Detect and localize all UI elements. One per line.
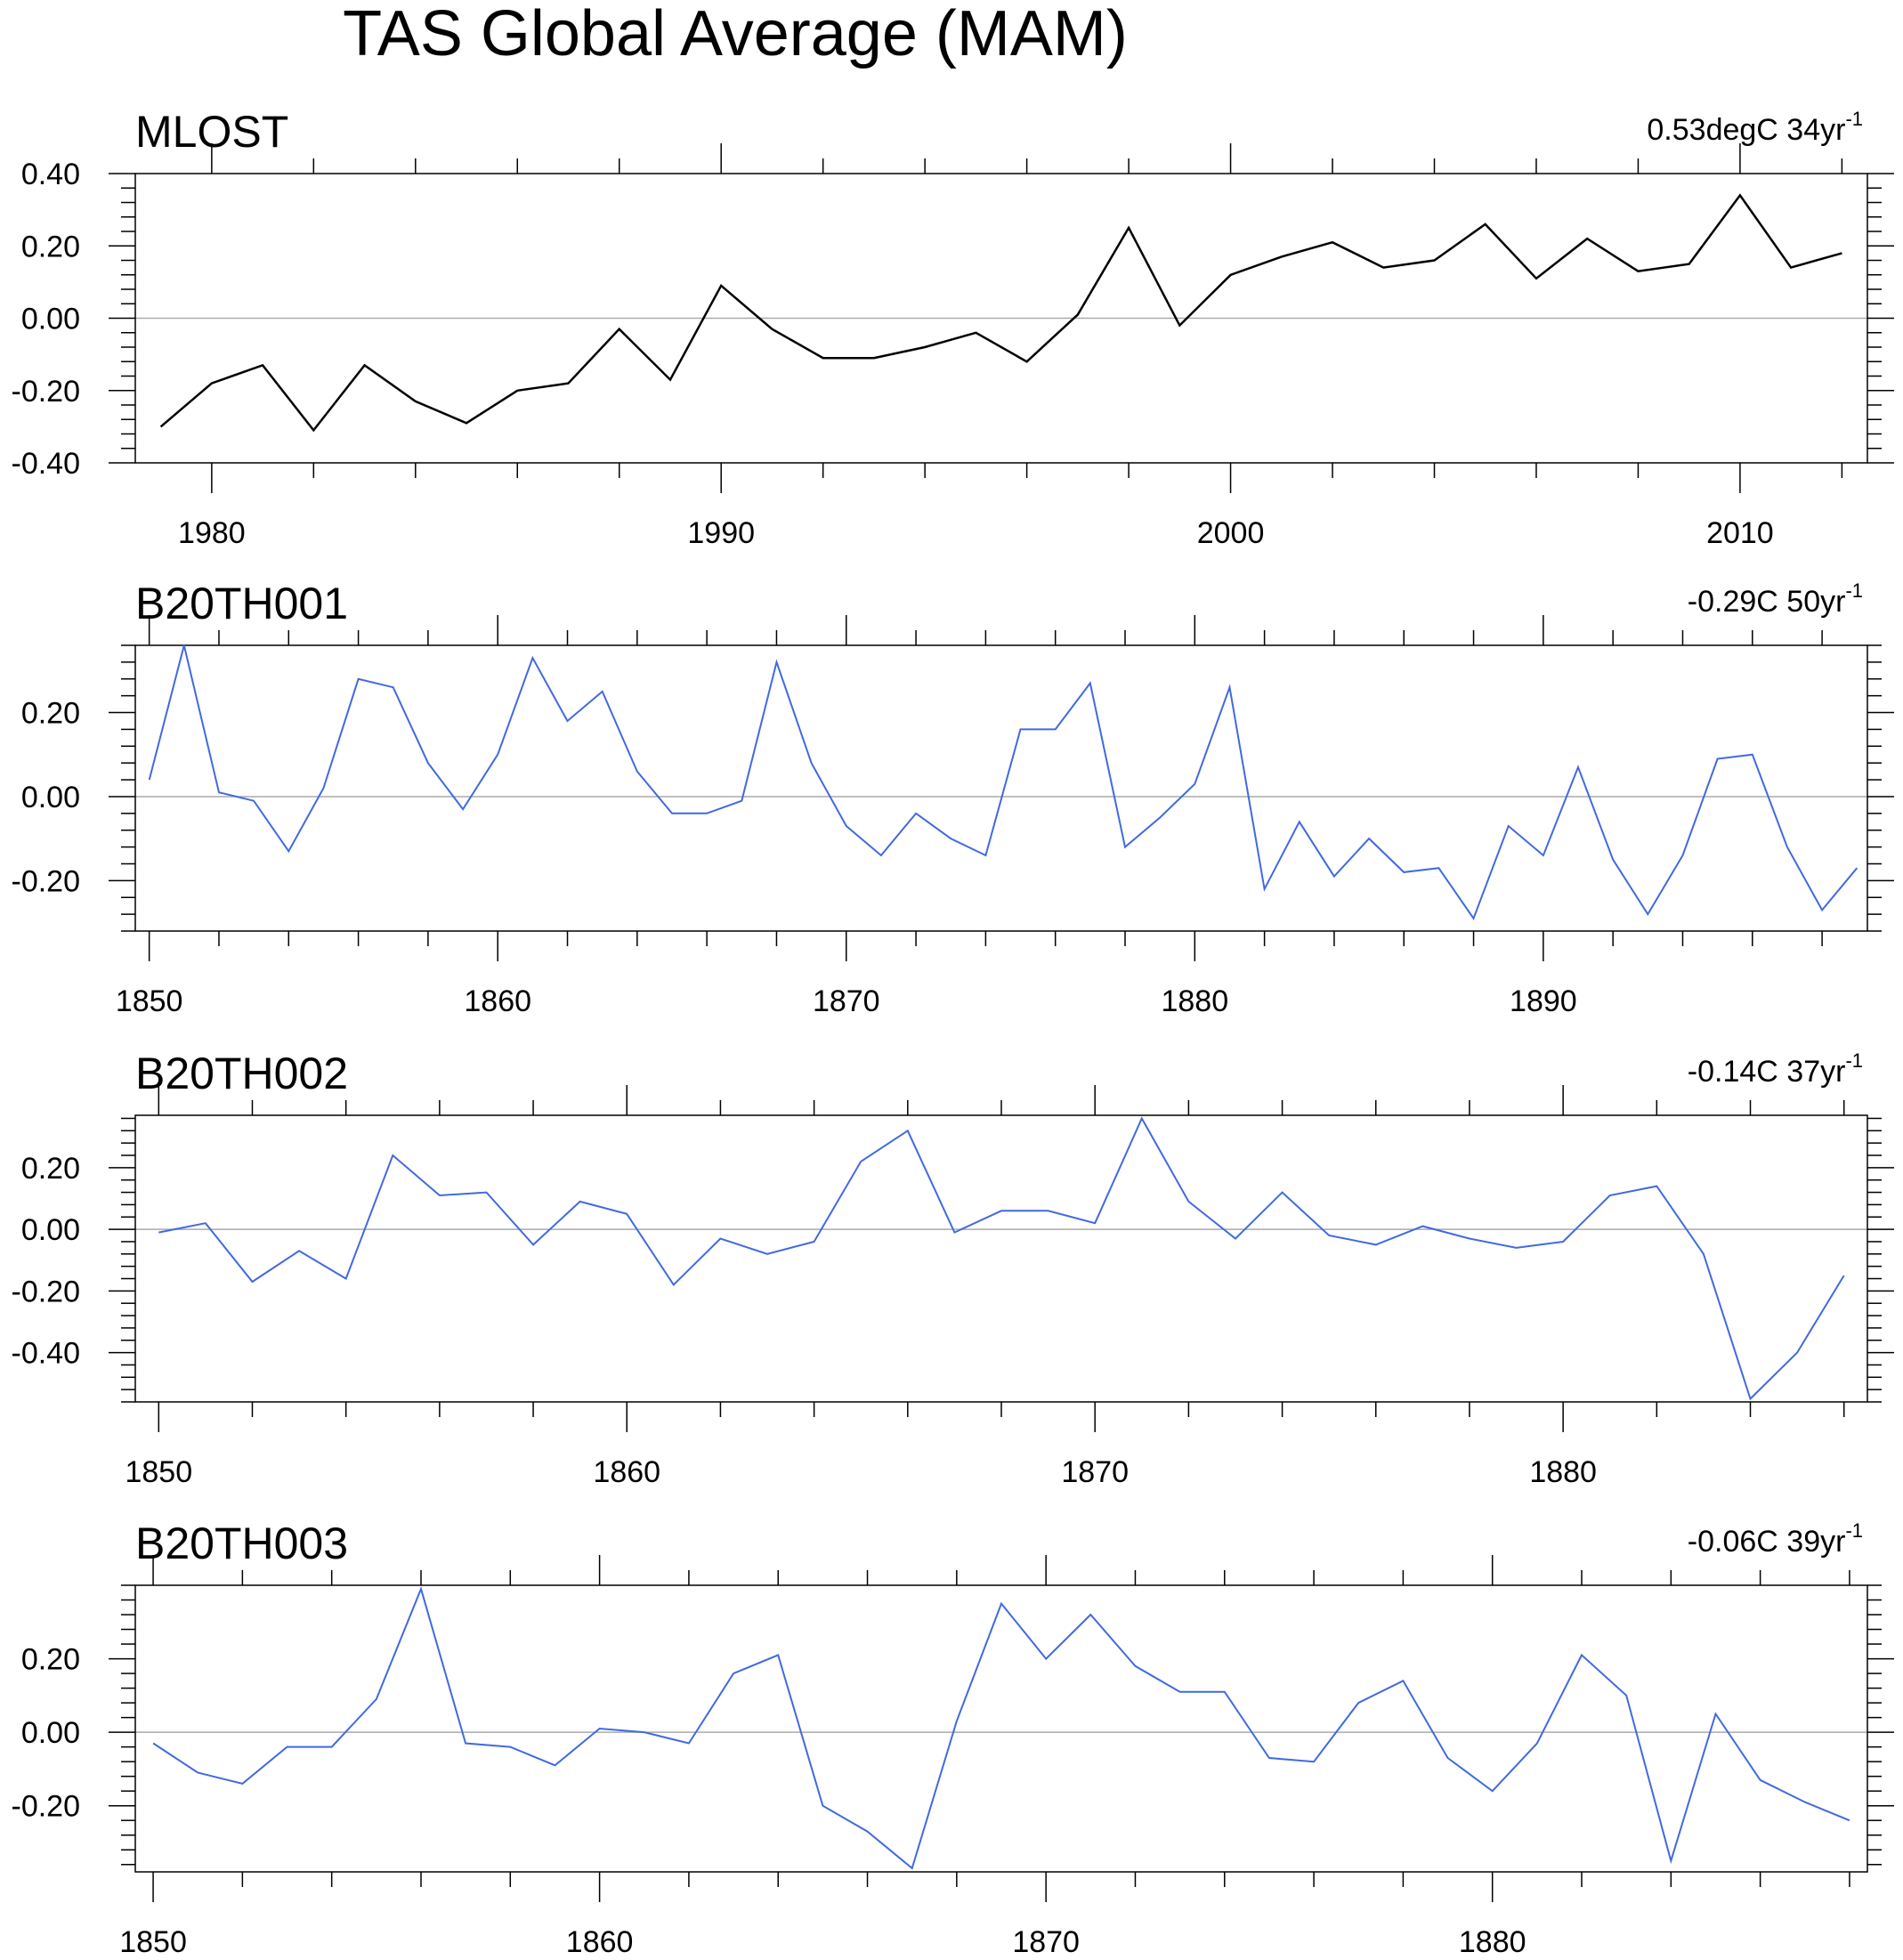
- y-tick-label: -0.20: [12, 1790, 81, 1824]
- panel-b20th003: B20TH003 -0.06C 39yr-1 1850 1860 1870 1880 -0.…: [12, 1519, 1894, 1959]
- y-tick-label: 0.00: [21, 1213, 80, 1247]
- y-tick-label: 0.00: [21, 303, 80, 336]
- x-tick-label: 1990: [687, 516, 755, 550]
- series-line: [159, 193, 1842, 433]
- trend-label: -0.29C 50yr-1: [1688, 579, 1863, 619]
- x-tick-label: 1980: [178, 516, 246, 550]
- trend-value: -0.14C 37yr: [1688, 1055, 1846, 1089]
- series-line: [152, 1586, 1850, 1870]
- trend-value: -0.06C 39yr: [1688, 1525, 1846, 1559]
- trend-exponent: -1: [1845, 1519, 1863, 1542]
- y-tick-label: 0.40: [21, 158, 80, 191]
- trend-label: -0.06C 39yr-1: [1688, 1519, 1863, 1559]
- panel-title: B20TH002: [135, 1049, 348, 1098]
- x-tick-label: 1890: [1510, 984, 1577, 1018]
- x-tick-label: 1860: [593, 1455, 660, 1489]
- series-line: [148, 644, 1858, 920]
- y-tick-label: -0.40: [12, 1337, 81, 1371]
- x-tick-label: 1880: [1529, 1455, 1597, 1489]
- y-tick-label: -0.20: [12, 375, 81, 409]
- y-tick-label: -0.40: [12, 447, 81, 481]
- x-tick-label: 1850: [125, 1455, 192, 1489]
- series-line: [158, 1116, 1845, 1401]
- x-tick-label: 1850: [119, 1925, 187, 1956]
- x-tick-label: 2010: [1706, 516, 1774, 550]
- y-tick-label: 0.00: [21, 781, 80, 814]
- trend-exponent: -1: [1845, 579, 1863, 602]
- y-tick-label: 0.20: [21, 697, 80, 731]
- x-tick-label: 1870: [1061, 1455, 1129, 1489]
- x-tick-label: 1860: [464, 984, 531, 1018]
- plot-frame: [134, 644, 1868, 932]
- figure-title: TAS Global Average (MAM): [343, 0, 1128, 69]
- panel-title: B20TH003: [135, 1519, 348, 1568]
- trend-label: 0.53degC 34yr-1: [1647, 108, 1863, 147]
- trend-value: 0.53degC 34yr: [1647, 113, 1845, 147]
- y-tick-label: -0.20: [12, 864, 81, 898]
- x-tick-label: 2000: [1197, 516, 1265, 550]
- y-tick-label: -0.20: [12, 1275, 81, 1308]
- x-tick-label: 1880: [1161, 984, 1228, 1018]
- y-tick-label: 0.20: [21, 230, 80, 263]
- y-tick-label: 0.20: [21, 1152, 80, 1186]
- plot-frame: [134, 1584, 1868, 1873]
- x-tick-label: 1870: [1012, 1925, 1080, 1956]
- panel-b20th001: B20TH001 -0.29C 50yr-1 1850 1860 1870 1880 189…: [12, 579, 1894, 1018]
- y-tick-label: 0.00: [21, 1716, 80, 1750]
- panel-b20th002: B20TH002 -0.14C 37yr-1 1850 1860 1870 1880 -0.…: [12, 1049, 1894, 1489]
- x-tick-label: 1880: [1459, 1925, 1526, 1956]
- y-tick-label: 0.20: [21, 1643, 80, 1677]
- trend-exponent: -1: [1845, 1049, 1863, 1072]
- x-tick-label: 1860: [566, 1925, 634, 1956]
- x-tick-label: 1870: [813, 984, 880, 1018]
- trend-exponent: -1: [1845, 108, 1863, 130]
- x-tick-label: 1850: [116, 984, 183, 1018]
- panel-title: B20TH001: [135, 579, 348, 628]
- trend-value: -0.29C 50yr: [1688, 585, 1846, 619]
- trend-label: -0.14C 37yr-1: [1688, 1049, 1863, 1089]
